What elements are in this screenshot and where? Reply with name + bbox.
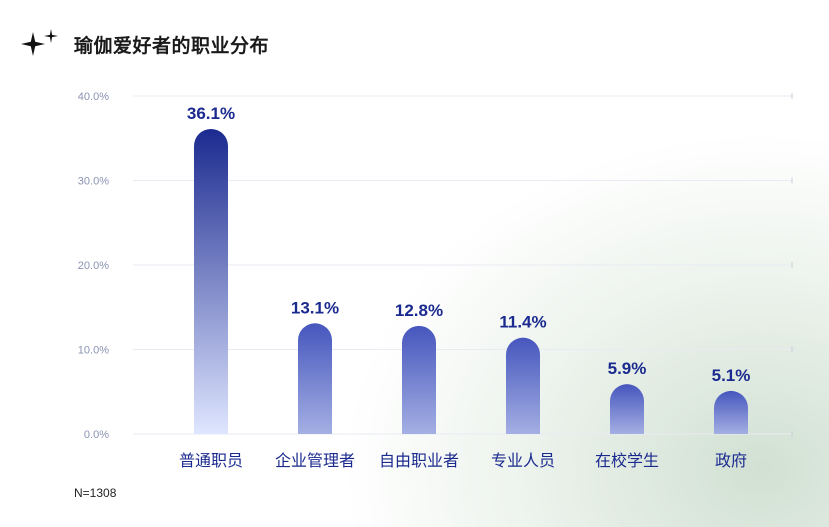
sample-size-note: N=1308 — [74, 486, 117, 500]
bar-value-label: 13.1% — [291, 298, 339, 317]
sparkle-icon — [21, 29, 58, 56]
y-tick-label: 20.0% — [78, 260, 109, 272]
category-label: 专业人员 — [491, 451, 555, 470]
bar — [506, 337, 540, 434]
bar — [610, 384, 644, 434]
category-label: 自由职业者 — [379, 451, 459, 470]
bar — [714, 390, 748, 434]
y-tick-label: 30.0% — [78, 176, 109, 188]
bar — [194, 128, 228, 434]
bars — [194, 128, 748, 434]
y-axis: 0.0% 10.0% 20.0% 30.0% 40.0% — [78, 91, 109, 441]
bar-value-label: 5.1% — [712, 366, 751, 385]
y-tick-label: 0.0% — [84, 429, 109, 441]
x-axis: 普通职员 企业管理者 自由职业者 专业人员 在校学生 政府 — [179, 451, 747, 470]
y-tick-label: 40.0% — [78, 91, 109, 103]
category-label: 政府 — [715, 451, 747, 470]
grid-lines — [133, 93, 793, 437]
bar-value-label: 12.8% — [395, 301, 443, 320]
chart-title: 瑜伽爱好者的职业分布 — [74, 34, 270, 57]
category-label: 企业管理者 — [275, 451, 355, 470]
category-label: 普通职员 — [179, 451, 243, 470]
bar-value-label: 11.4% — [499, 313, 546, 332]
bar-value-label: 5.9% — [608, 359, 647, 378]
bar — [402, 325, 436, 434]
category-label: 在校学生 — [595, 451, 659, 470]
y-tick-label: 10.0% — [78, 345, 109, 357]
value-labels: 36.1% 13.1% 12.8% 11.4% 5.9% 5.1% — [187, 104, 750, 385]
bar — [298, 323, 332, 434]
chart-header: 瑜伽爱好者的职业分布 — [20, 26, 269, 62]
bar-value-label: 36.1% — [187, 104, 235, 123]
